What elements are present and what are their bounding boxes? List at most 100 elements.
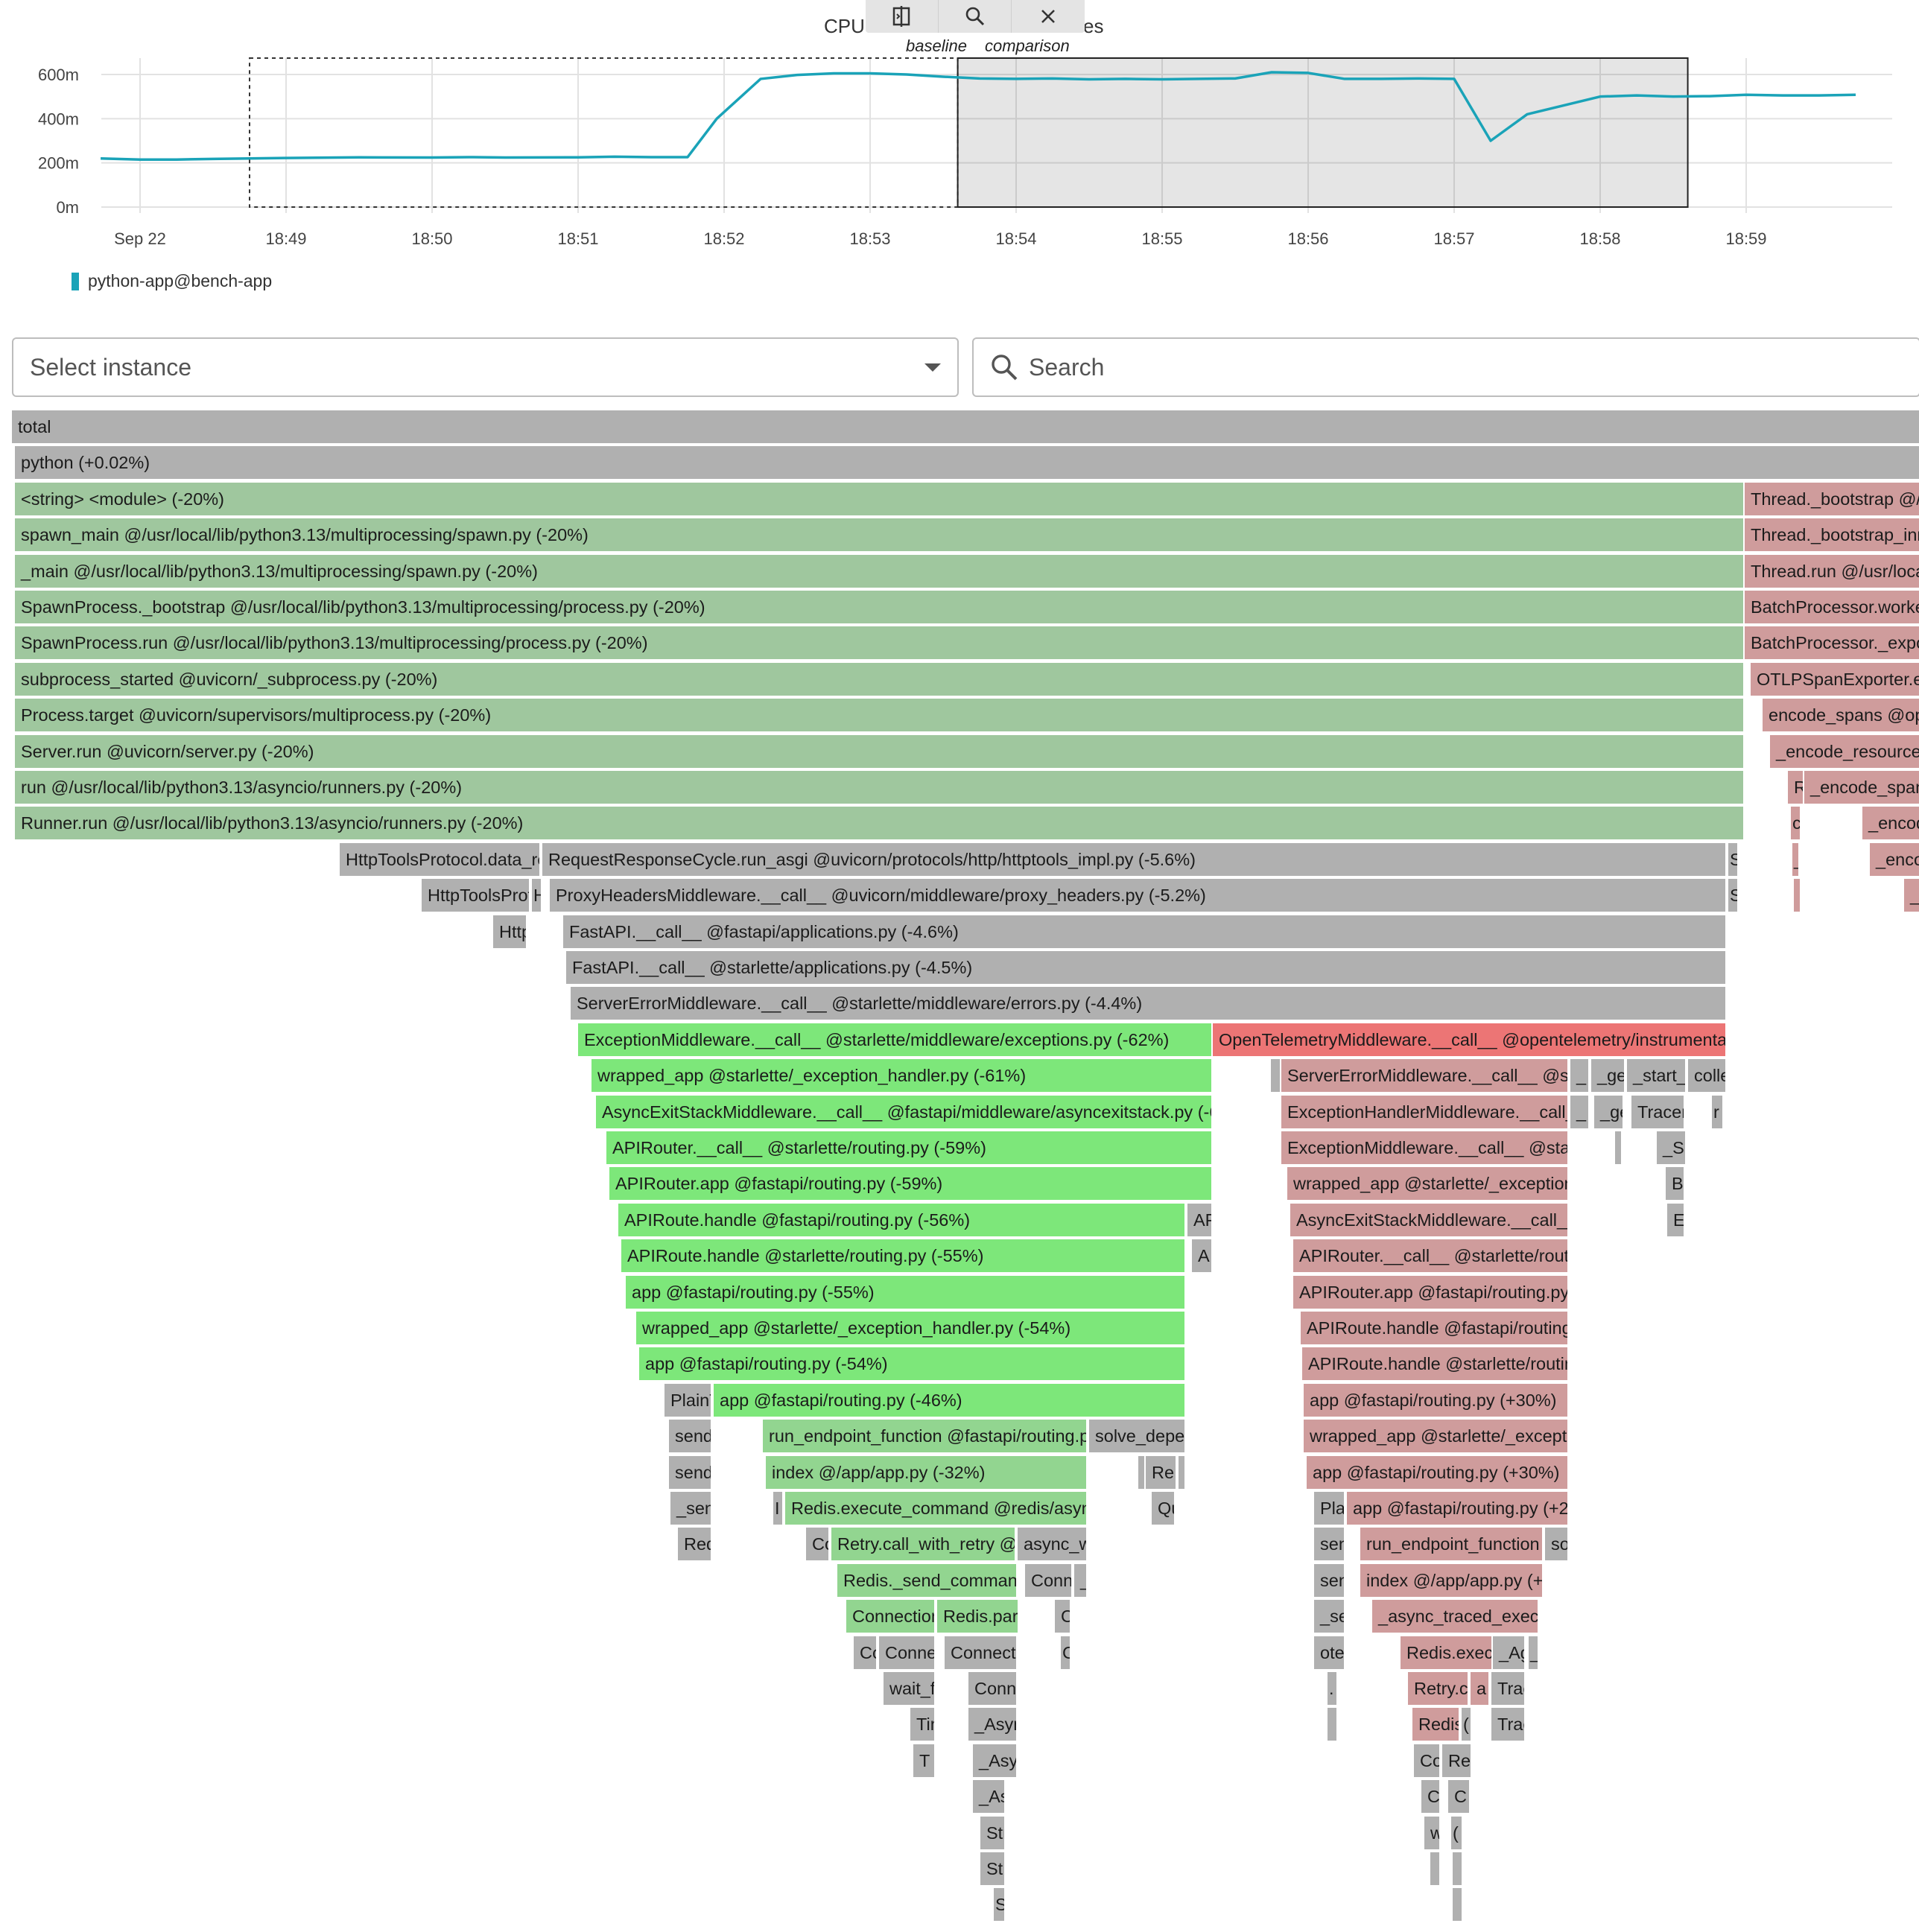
flame-frame[interactable]: r xyxy=(1712,1095,1724,1128)
flame-frame[interactable]: _main @/usr/local/lib/python3.13/multipr… xyxy=(15,554,1745,588)
flame-frame[interactable]: _send xyxy=(1314,1600,1345,1633)
flame-frame[interactable]: app @fastapi/routing.py (-55%) xyxy=(626,1275,1186,1309)
flame-frame[interactable]: _start_span xyxy=(1627,1059,1687,1093)
flame-frame[interactable]: H xyxy=(532,879,542,912)
flame-frame[interactable]: Qu xyxy=(1152,1492,1176,1525)
flame-frame[interactable]: APIRoute.handle @fastapi/routing.py (-56… xyxy=(618,1203,1186,1236)
flame-frame[interactable]: _ xyxy=(1529,1636,1539,1669)
flame-frame[interactable]: FastAPI.__call__ @fastapi/applications.p… xyxy=(563,915,1727,948)
flame-frame[interactable]: HttpToolsProtocol.on_url xyxy=(422,879,530,912)
flame-frame[interactable]: wrapped_app @starlette/_exception_handle… xyxy=(1287,1167,1569,1201)
flame-frame[interactable]: Redis._send_command_parse_response xyxy=(837,1563,1018,1597)
flame-frame[interactable]: APIRouter.app @fastapi/routing.py (-59%) xyxy=(609,1167,1213,1201)
flame-frame[interactable]: SpawnProcess.run @/usr/local/lib/python3… xyxy=(15,626,1745,660)
flame-frame[interactable]: index @/app/app.py (-32%) xyxy=(766,1455,1088,1489)
flame-frame[interactable] xyxy=(1615,1131,1623,1164)
flame-frame[interactable]: ServerErrorMiddleware.__call__ @starlett… xyxy=(571,987,1727,1020)
flame-frame[interactable]: _send xyxy=(670,1492,712,1525)
flame-frame[interactable]: encode_spans @opentelemetry xyxy=(1763,699,1919,732)
zoom-button[interactable] xyxy=(939,0,1012,33)
flame-frame[interactable]: APIRouter.app @fastapi/routing.py xyxy=(1293,1275,1569,1309)
flame-frame[interactable]: ( xyxy=(1462,1708,1472,1741)
flame-frame[interactable]: spawn_main @/usr/local/lib/python3.13/mu… xyxy=(15,518,1745,552)
flame-frame[interactable]: FastAPI.__call__ @starlette/applications… xyxy=(566,951,1727,984)
flame-frame[interactable]: solve_dependencies xyxy=(1089,1420,1186,1453)
flame-frame[interactable]: Connection xyxy=(968,1672,1018,1705)
flame-frame[interactable]: Redis.execute_command @redis/asyncio/cli… xyxy=(785,1492,1088,1525)
flame-frame[interactable]: I xyxy=(773,1492,784,1525)
flame-frame[interactable]: Co xyxy=(854,1636,878,1669)
flame-frame[interactable]: wrapped_app @starlette/_exception_handle… xyxy=(636,1312,1186,1344)
flame-frame[interactable]: C xyxy=(1061,1636,1071,1669)
flame-frame[interactable]: OpenTelemetryMiddleware.__call__ @opente… xyxy=(1213,1023,1727,1056)
search-input[interactable] xyxy=(1029,353,1903,381)
flame-frame[interactable]: C xyxy=(1448,1780,1471,1814)
flame-frame[interactable]: ProxyHeadersMiddleware.__call__ @uvicorn… xyxy=(550,879,1727,912)
flame-frame[interactable]: w xyxy=(1424,1816,1441,1849)
flame-frame[interactable]: Retry.call xyxy=(1408,1672,1469,1705)
flame-frame[interactable]: BatchProcessor.worker @opentelemetry/sdk xyxy=(1745,591,1919,623)
flame-frame[interactable]: _encode_value xyxy=(1870,842,1919,876)
flame-frame[interactable]: PlainTextResponse xyxy=(664,1383,712,1417)
flame-frame[interactable]: HttpToolsProtocol.on_message_complete xyxy=(493,915,527,948)
flame-frame[interactable]: Server.run @uvicorn/server.py (-20%) xyxy=(15,734,1745,768)
flame-frame[interactable]: Tracer.start_span xyxy=(1631,1095,1685,1128)
flame-frame[interactable]: Redis.execute_command xyxy=(1401,1636,1493,1669)
flame-frame[interactable]: _get_current_span xyxy=(1591,1059,1625,1093)
flame-frame[interactable]: _ xyxy=(1570,1059,1590,1093)
flame-frame[interactable]: python (+0.02%) xyxy=(15,446,1919,480)
flame-frame[interactable]: _ xyxy=(1074,1563,1088,1597)
select-instance-dropdown[interactable]: Select instance xyxy=(12,337,959,397)
flame-frame[interactable]: wrapped_app @starlette/_exception_handle… xyxy=(591,1059,1213,1093)
flame-frame[interactable]: async_wait_for xyxy=(1018,1528,1088,1561)
flame-frame[interactable]: Runner.run @/usr/local/lib/python3.13/as… xyxy=(15,807,1745,840)
flame-frame[interactable]: total xyxy=(12,410,1919,443)
flame-frame[interactable]: Request xyxy=(678,1528,712,1561)
flame-frame[interactable]: Connection xyxy=(1025,1563,1073,1597)
flame-frame[interactable]: _ xyxy=(1792,842,1800,876)
flame-frame[interactable]: a xyxy=(1471,1672,1490,1705)
flame-frame[interactable]: S xyxy=(1728,879,1739,912)
flame-frame[interactable]: send xyxy=(669,1420,712,1453)
flame-frame[interactable]: ServerErrorMiddleware.__call__ @starlett… xyxy=(1281,1059,1569,1093)
flame-frame[interactable]: HttpToolsProtocol.data_received xyxy=(340,842,541,876)
flame-frame[interactable]: AsyncExitStackMiddleware.__call__ @fasta… xyxy=(1290,1203,1569,1236)
flame-frame[interactable]: T xyxy=(913,1744,936,1777)
flame-frame[interactable]: _encode_attributes xyxy=(1862,807,1919,840)
flame-frame[interactable]: _async_traced_execute_command xyxy=(1372,1600,1539,1633)
flame-frame[interactable]: Re xyxy=(1442,1744,1472,1777)
flame-frame[interactable]: AsyncExitStackMiddleware.__call__ @fasta… xyxy=(596,1095,1213,1128)
flame-frame[interactable]: _get xyxy=(1594,1095,1624,1128)
flame-frame[interactable]: Timeout xyxy=(910,1708,936,1741)
flame-frame[interactable] xyxy=(1430,1852,1441,1885)
flame-frame[interactable]: ExceptionHandlerMiddleware.__call__ @ope… xyxy=(1281,1095,1569,1128)
flame-frame[interactable]: B xyxy=(1666,1167,1685,1201)
flame-frame[interactable]: APIRoute.handle xyxy=(1187,1203,1213,1236)
flame-frame[interactable] xyxy=(1271,1059,1281,1093)
flame-frame[interactable]: Thread.run @/usr/local/lib/python3.13/th… xyxy=(1745,554,1919,588)
flame-frame[interactable]: Redis._send xyxy=(1412,1708,1460,1741)
flame-frame[interactable]: Co xyxy=(806,1528,830,1561)
flame-frame[interactable]: S xyxy=(1728,842,1739,876)
flame-frame[interactable]: send xyxy=(1314,1563,1345,1597)
flame-frame[interactable]: APIRouter.__call__ @starlette/routing.py xyxy=(1293,1239,1569,1273)
flame-frame[interactable] xyxy=(1453,1888,1463,1922)
flame-frame[interactable]: . xyxy=(1328,1672,1338,1705)
flame-frame[interactable]: Redis.parse_response xyxy=(937,1600,1019,1633)
flame-frame[interactable]: PlainTextResponse xyxy=(1314,1492,1345,1525)
flame-frame[interactable]: wrapped_app @starlette/_exception_handle… xyxy=(1304,1420,1569,1453)
flame-frame[interactable]: APIRoute.handle @starlette/routing.py (-… xyxy=(621,1239,1186,1273)
flame-frame[interactable]: Process.target @uvicorn/supervisors/mult… xyxy=(15,699,1745,732)
flame-frame[interactable]: app @fastapi/routing.py (+30%) xyxy=(1307,1455,1569,1489)
flame-frame[interactable]: index @/app/app.py (+4%) xyxy=(1360,1563,1544,1597)
flame-frame[interactable]: Connection.send_command xyxy=(846,1600,936,1633)
flame-frame[interactable]: app @fastapi/routing.py (+21%) xyxy=(1347,1492,1569,1525)
flame-frame[interactable]: Retry.call_with_retry @redis/asyncio/ret… xyxy=(831,1528,1016,1561)
flame-frame[interactable]: solve xyxy=(1545,1528,1569,1561)
flame-frame[interactable]: APIRoute.handle @starlette/routing.py xyxy=(1302,1347,1569,1381)
cpu-timeseries-chart[interactable]: 600m 400m 200m 0m Sep 22 18:49 18:50 18:51 18:52… xyxy=(0,0,1919,313)
flame-frame[interactable]: ( xyxy=(1451,1816,1463,1849)
baseline-selection[interactable] xyxy=(249,57,959,208)
flame-frame[interactable] xyxy=(1138,1455,1146,1489)
flame-frame[interactable]: _encode_resource_spans xyxy=(1770,734,1919,768)
